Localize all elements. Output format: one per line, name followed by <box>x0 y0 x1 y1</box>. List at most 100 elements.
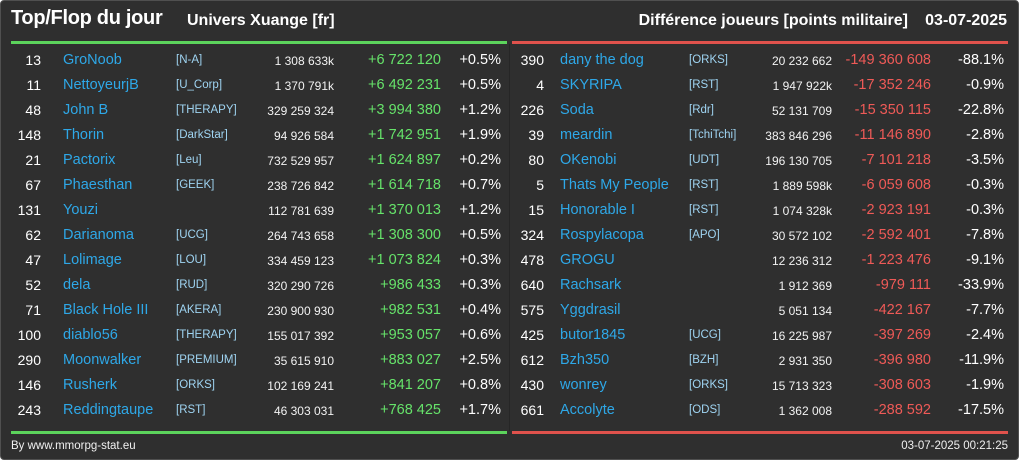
points-difference: -397 269 <box>873 327 931 343</box>
points-difference: +953 057 <box>380 327 441 343</box>
percent-change: +0.2% <box>459 152 501 168</box>
player-name-link[interactable]: Soda <box>560 102 594 118</box>
points-difference: -6 059 608 <box>861 177 931 193</box>
points-difference: -17 352 246 <box>853 77 931 93</box>
player-name-link[interactable]: Accolyte <box>560 402 615 418</box>
alliance-tag-link[interactable]: [ODS] <box>689 404 721 416</box>
points-difference: +982 531 <box>380 302 441 318</box>
alliance-tag-link[interactable]: [UDT] <box>689 154 720 166</box>
player-points: 46 303 031 <box>273 404 334 418</box>
player-name-link[interactable]: Rospylacopa <box>560 227 644 243</box>
alliance-tag-link[interactable]: [Leu] <box>176 154 202 166</box>
alliance-tag-link[interactable]: [Rdr] <box>689 104 714 116</box>
alliance-tag-link[interactable]: [TchiTchi] <box>689 129 737 141</box>
alliance-tag-link[interactable]: [RUD] <box>176 279 208 291</box>
percent-change: +0.4% <box>459 302 501 318</box>
player-rank: 100 <box>17 327 41 343</box>
alliance-tag-link[interactable]: [RST] <box>689 79 719 91</box>
report-date: 03-07-2025 <box>925 12 1007 29</box>
alliance-tag-link[interactable]: [APO] <box>689 229 720 241</box>
player-name-link[interactable]: butor1845 <box>560 327 626 343</box>
player-name-link[interactable]: GROGU <box>560 252 615 268</box>
alliance-tag-link[interactable]: [N-A] <box>176 54 203 66</box>
player-name-link[interactable]: Bzh350 <box>560 352 610 368</box>
player-name-link[interactable]: Honorable I <box>560 202 635 218</box>
player-name-link[interactable]: Pactorix <box>63 152 116 168</box>
player-name-link[interactable]: Rusherk <box>63 377 117 393</box>
alliance-tag-link[interactable]: [LOU] <box>176 254 207 266</box>
alliance-tag-link[interactable]: [GEEK] <box>176 179 215 191</box>
player-name-link[interactable]: John B <box>63 102 109 118</box>
alliance-tag-link[interactable]: [THERAPY] <box>176 104 237 116</box>
player-points: 30 572 102 <box>771 229 832 243</box>
points-difference: +1 742 951 <box>368 127 441 143</box>
universe-label: Univers Xuange [fr] <box>187 12 335 29</box>
alliance-tag-link[interactable]: [DarkStar] <box>176 129 228 141</box>
player-name-link[interactable]: Yggdrasil <box>560 302 621 318</box>
player-name-link[interactable]: Darianoma <box>63 227 134 243</box>
player-name-link[interactable]: Reddingtaupe <box>63 402 154 418</box>
player-points: 1 370 791k <box>274 79 334 93</box>
top-row: 47 Lolimage [LOU] 334 459 123 +1 073 824 +0.3… <box>11 248 507 273</box>
player-name-link[interactable]: diablo56 <box>63 327 118 343</box>
percent-change: +1.9% <box>459 127 501 143</box>
points-difference: +986 433 <box>380 277 441 293</box>
percent-change: -1.9% <box>966 377 1004 393</box>
player-points: 383 846 296 <box>765 129 832 143</box>
alliance-tag-link[interactable]: [ORKS] <box>689 54 728 66</box>
player-name-link[interactable]: Lolimage <box>63 252 122 268</box>
player-rank: 39 <box>528 127 544 143</box>
top-gainers-table: 13 GroNoob [N-A] 1 308 633k +6 722 120 +0.5% 1… <box>11 48 507 423</box>
player-rank: 390 <box>520 52 544 68</box>
flop-divider-red <box>512 41 1008 44</box>
percent-change: +0.5% <box>459 52 501 68</box>
player-rank: 62 <box>25 227 41 243</box>
player-name-link[interactable]: OKenobi <box>560 152 617 168</box>
player-name-link[interactable]: Moonwalker <box>63 352 142 368</box>
player-points: 230 900 930 <box>267 304 334 318</box>
flop-row: 430 wonrey [ORKS] 15 713 323 -308 603 -1.9% <box>512 373 1008 398</box>
flop-row: 4 SKYRIPA [RST] 1 947 922k -17 352 246 -0.9% <box>512 73 1008 98</box>
alliance-tag-link[interactable]: [THERAPY] <box>176 329 237 341</box>
flop-row: 80 OKenobi [UDT] 196 130 705 -7 101 218 -3.5% <box>512 148 1008 173</box>
player-name-link[interactable]: Rachsark <box>560 277 622 293</box>
player-name-link[interactable]: dela <box>63 277 91 293</box>
percent-change: +0.5% <box>459 77 501 93</box>
points-difference: +3 994 380 <box>368 102 441 118</box>
alliance-tag-link[interactable]: [UCG] <box>689 329 721 341</box>
top-row: 11 NettoyeurjB [U_Corp] 1 370 791k +6 492 23… <box>11 73 507 98</box>
alliance-tag-link[interactable]: [RST] <box>689 179 719 191</box>
player-name-link[interactable]: meardin <box>560 127 613 143</box>
alliance-tag-link[interactable]: [AKERA] <box>176 304 222 316</box>
alliance-tag-link[interactable]: [U_Corp] <box>176 79 223 91</box>
player-name-link[interactable]: wonrey <box>560 377 607 393</box>
player-name-link[interactable]: SKYRIPA <box>560 77 622 93</box>
alliance-tag-link[interactable]: [ORKS] <box>689 379 728 391</box>
player-points: 1 947 922k <box>772 79 832 93</box>
player-points: 12 236 312 <box>771 254 832 268</box>
alliance-tag-link[interactable]: [UCG] <box>176 229 208 241</box>
player-name-link[interactable]: Phaesthan <box>63 177 133 193</box>
player-name-link[interactable]: NettoyeurjB <box>63 77 139 93</box>
player-name-link[interactable]: Youzi <box>63 202 98 218</box>
player-name-link[interactable]: Black Hole III <box>63 302 149 318</box>
alliance-tag-link[interactable]: [BZH] <box>689 354 719 366</box>
player-rank: 290 <box>17 352 41 368</box>
player-name-link[interactable]: Thats My People <box>560 177 669 193</box>
points-difference: +1 370 013 <box>368 202 441 218</box>
alliance-tag-link[interactable]: [ORKS] <box>176 379 215 391</box>
player-points: 94 926 584 <box>273 129 334 143</box>
alliance-tag-link[interactable]: [RST] <box>689 204 719 216</box>
player-name-link[interactable]: Thorin <box>63 127 105 143</box>
points-difference: -1 223 476 <box>861 252 931 268</box>
alliance-tag-link[interactable]: [RST] <box>176 404 206 416</box>
player-name-link[interactable]: dany the dog <box>560 52 644 68</box>
player-name-link[interactable]: GroNoob <box>63 52 122 68</box>
percent-change: -7.8% <box>966 227 1004 243</box>
alliance-tag-link[interactable]: [PREMIUM] <box>176 354 237 366</box>
points-difference: -308 603 <box>873 377 931 393</box>
percent-change: -2.8% <box>966 127 1004 143</box>
player-rank: 71 <box>25 302 41 318</box>
player-rank: 478 <box>520 252 544 268</box>
points-difference: +1 308 300 <box>368 227 441 243</box>
